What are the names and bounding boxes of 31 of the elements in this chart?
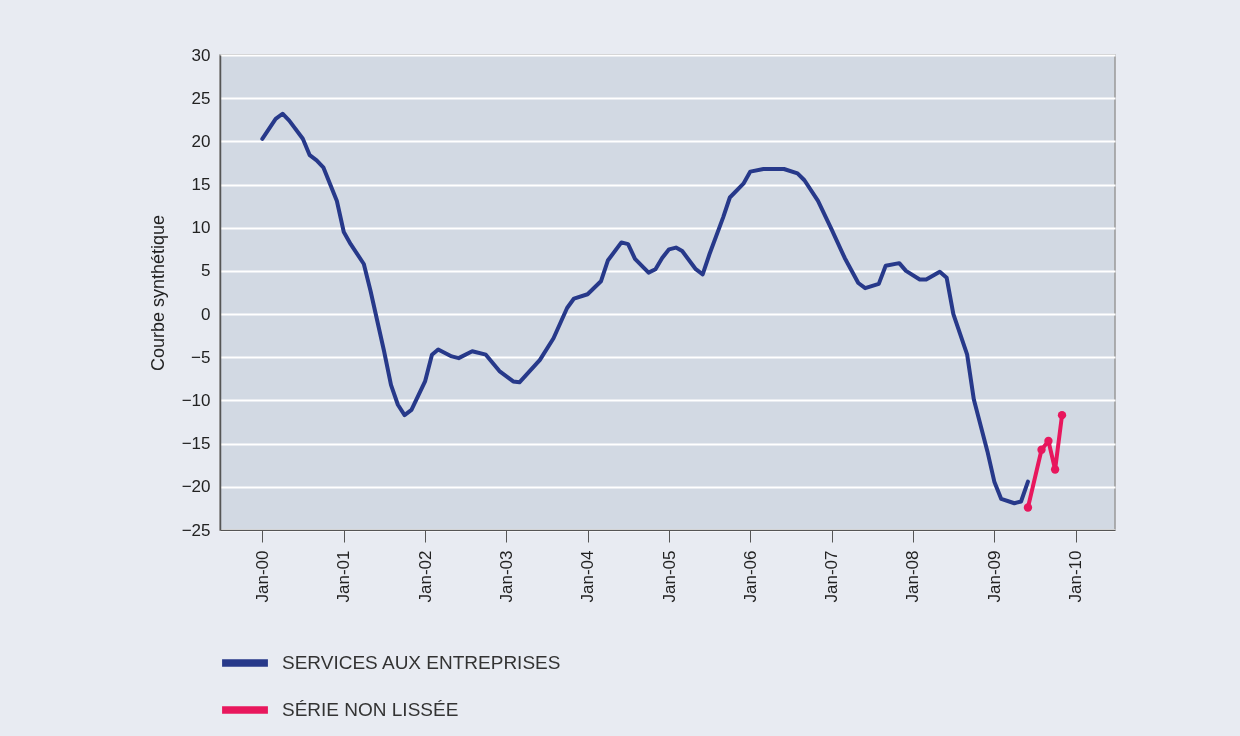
x-tick-label: Jan-06: [740, 550, 760, 603]
x-tick-label: Jan-04: [578, 550, 598, 603]
point: [1023, 503, 1033, 512]
y-tick-label: 20: [191, 131, 211, 151]
x-tick-label: Jan-05: [659, 550, 679, 603]
y-tick-label: −5: [191, 347, 211, 367]
x-tick-label: Jan-07: [822, 550, 842, 603]
x-tick-label: Jan-02: [415, 550, 435, 603]
x-tick-label: Jan-10: [1066, 550, 1086, 603]
point: [1057, 410, 1067, 420]
x-tick-label: Jan-00: [252, 550, 272, 603]
y-tick-label: −10: [181, 390, 211, 410]
y-tick-label: 0: [201, 304, 211, 324]
point: [1037, 445, 1046, 454]
y-tick-label: 25: [191, 88, 211, 108]
x-tick-label: Jan-08: [903, 550, 923, 603]
y-tick-label: −25: [181, 520, 211, 540]
y-axis-title: Courbe synthétique: [147, 214, 168, 372]
y-tick-label: −15: [181, 434, 211, 454]
y-tick-label: 10: [191, 218, 211, 238]
x-tick-label: Jan-09: [984, 550, 1004, 603]
legend-label: SERVICES AUX ENTREPRISES: [282, 652, 561, 673]
point: [1050, 465, 1060, 474]
y-tick-label: 30: [191, 45, 211, 65]
point: [1044, 436, 1053, 446]
x-tick-label: Jan-01: [334, 550, 354, 603]
y-tick-label: 5: [201, 261, 211, 281]
y-tick-label: 15: [191, 175, 211, 195]
legend-label: SÉRIE NON LISSÉE: [282, 699, 459, 720]
x-tick-label: Jan-03: [496, 550, 516, 603]
y-tick-label: −20: [181, 477, 211, 497]
